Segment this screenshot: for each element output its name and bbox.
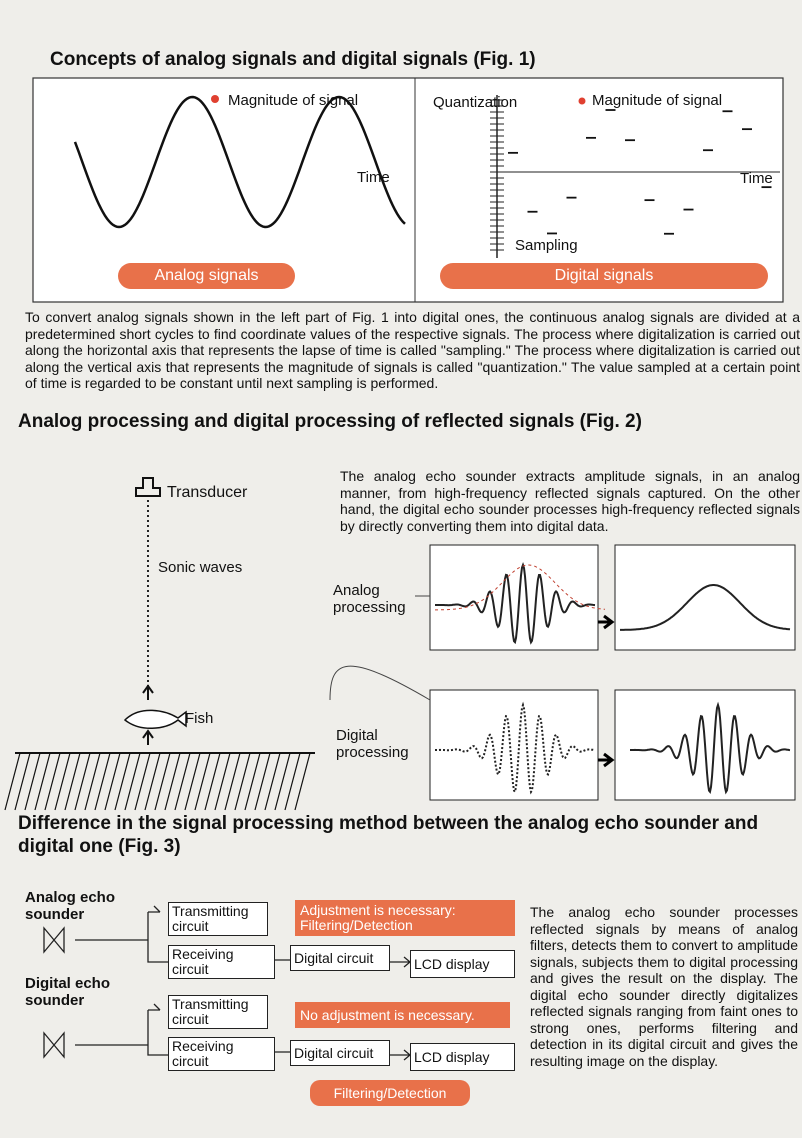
hatch-line [244,752,261,811]
adjustment-tag: Adjustment is necessary: Filtering/Detec… [295,900,515,936]
waveform [630,701,791,795]
analog-sounder-label: Analog echo sounder [25,889,116,923]
transducer-label: Transducer [167,484,248,501]
hatch-line [174,752,191,811]
hatch-line [274,752,291,811]
hatch-line [254,752,271,811]
hatch-line [294,752,311,811]
hatch-line [64,752,81,811]
receiving-box: Receiving circuit [168,1037,275,1071]
hatch-line [284,752,301,811]
hatch-line [24,752,41,811]
analog-wave [73,95,406,229]
fig3-text: The analog echo sounder processes reflec… [530,904,798,1069]
digital-processing-label: Digital processing [336,727,409,761]
hatch-line [4,752,21,811]
fig1-caption: To convert analog signals shown in the l… [25,309,800,391]
digital-circuit-box: Digital circuit [290,1040,390,1066]
hatch-line [14,752,31,811]
hatch-line [234,752,251,811]
envelope [620,584,791,631]
fig2-text: The analog echo sounder extracts amplitu… [340,468,800,534]
hatch-line [44,752,61,811]
hatch-line [124,752,141,811]
digital-badge: Digital signals [440,263,768,289]
sonic-label: Sonic waves [158,559,243,576]
hatch-line [94,752,111,811]
hatch-line [134,752,151,811]
fig3-title: Difference in the signal processing meth… [18,813,759,857]
transmitting-box: Transmitting circuit [168,995,268,1029]
fish-label: Fish [185,710,214,727]
digital-raw-box [429,689,599,801]
echo-arrows [142,684,154,745]
hatch-line [264,752,281,811]
envelope-guide [435,564,606,611]
display-box: LCD display [410,950,515,978]
seabed-hatch [4,752,311,811]
analog-raw-box [429,544,599,651]
receiving-box: Receiving circuit [168,945,275,979]
analog-processing-label: Analog processing [333,582,406,616]
peak-dot [578,97,586,105]
digital-circuit-box: Digital circuit [290,945,390,971]
hatch-line [224,752,241,811]
display-box: LCD display [410,1043,515,1071]
no-adjustment-tag: No adjustment is necessary. [295,1002,510,1028]
hatch-line [74,752,91,811]
time-label: Time [357,169,390,186]
hatch-line [184,752,201,811]
hatch-line [84,752,101,811]
arrows [598,614,615,768]
hatch-line [194,752,211,811]
magnitude-label: Magnitude of signal [592,92,723,109]
hatch-line [144,752,161,811]
hatch-line [164,752,181,811]
sampling-label: Sampling [515,237,578,254]
peak-dot [211,95,219,103]
quantization-label: Quantization [433,94,518,111]
time-label: Time [740,170,773,187]
transmitting-box: Transmitting circuit [168,902,268,936]
waveforms [435,562,791,795]
magnitude-label: Magnitude of signal [228,92,359,109]
digital-sounder-label: Digital echo sounder [25,975,111,1009]
fish-icon [123,709,187,729]
transducer-icon [135,477,161,497]
analog-badge: Analog signals [118,263,295,289]
fig2-title: Analog processing and digital processing… [18,411,642,432]
hatch-line [54,752,71,811]
connectors [329,595,431,701]
waveform [435,562,596,645]
fig3-lines [43,905,412,1061]
fig1-title: Concepts of analog signals and digital s… [50,49,536,70]
hatch-line [154,752,171,811]
filtering-tag: Filtering/Detection [310,1080,470,1106]
analog-out-box [614,544,796,651]
hatch-line [214,752,231,811]
hatch-line [114,752,131,811]
hatch-line [204,752,221,811]
hatch-line [34,752,51,811]
hatch-line [104,752,121,811]
